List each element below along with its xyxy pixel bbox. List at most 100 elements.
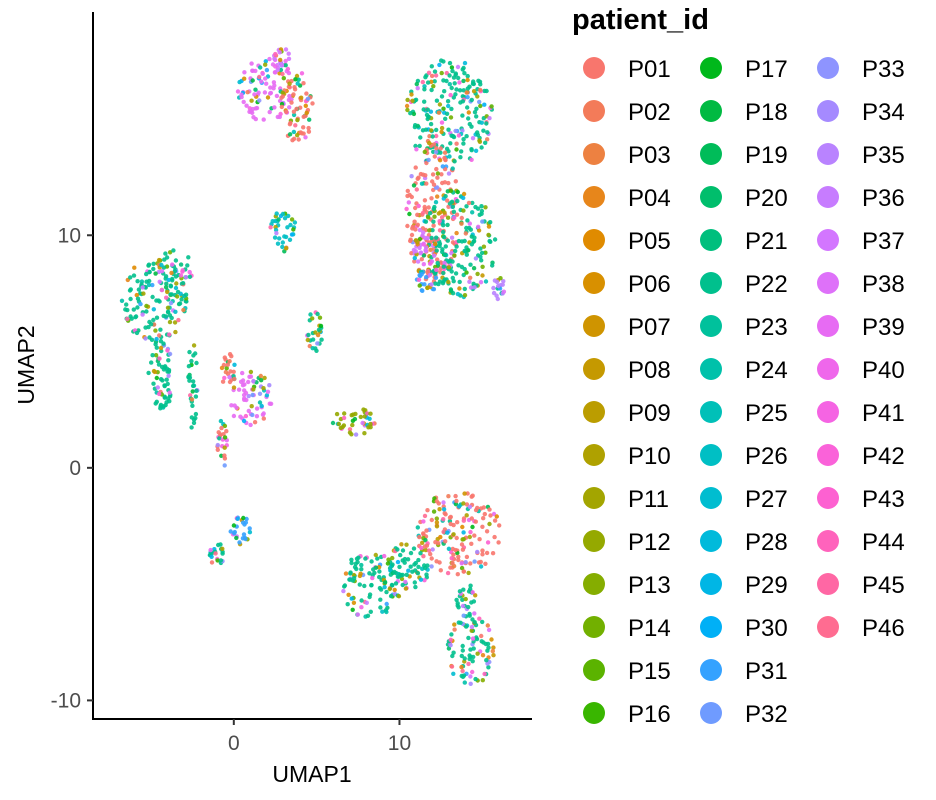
cell-point <box>454 535 459 541</box>
cell-point <box>441 264 446 269</box>
cell-cluster <box>228 515 253 547</box>
cell-point <box>250 412 255 418</box>
cell-point <box>275 241 281 246</box>
cell-point <box>163 251 168 256</box>
cell-point <box>280 71 285 77</box>
cell-point <box>433 73 439 78</box>
legend-item: P37 <box>817 228 905 255</box>
cell-point <box>426 215 431 220</box>
cell-point <box>243 390 249 396</box>
cell-point <box>432 253 437 258</box>
cell-point <box>439 215 445 220</box>
cell-point <box>249 98 254 103</box>
cell-point <box>449 65 455 70</box>
legend-label: P03 <box>628 142 671 169</box>
cell-point <box>434 98 440 103</box>
legend-key <box>817 229 839 251</box>
cell-point <box>253 68 258 74</box>
cell-point <box>501 289 507 294</box>
legend-key <box>700 358 722 380</box>
cell-point <box>458 155 463 160</box>
cell-point <box>168 292 173 297</box>
cell-point <box>299 71 305 76</box>
cell-point <box>447 73 452 78</box>
cell-point <box>168 283 173 288</box>
legend-key <box>583 573 605 595</box>
cell-point <box>296 77 301 82</box>
cell-point <box>453 71 458 76</box>
cell-point <box>217 436 222 441</box>
cell-point <box>459 149 464 154</box>
cell-point <box>258 373 263 379</box>
cell-point <box>434 133 439 139</box>
legend-label: P28 <box>745 529 788 556</box>
cell-point <box>469 157 474 162</box>
cell-point <box>431 142 437 147</box>
cell-point <box>500 282 505 287</box>
cell-point <box>439 172 444 177</box>
cell-point <box>449 199 455 204</box>
cell-point <box>460 113 465 118</box>
cell-point <box>384 609 389 615</box>
cell-point <box>395 547 400 552</box>
cell-point <box>171 248 176 253</box>
cell-point <box>154 315 160 320</box>
cell-point <box>384 589 389 595</box>
cell-point <box>461 518 466 523</box>
cell-point <box>468 227 473 232</box>
cell-point <box>469 541 474 546</box>
cell-point <box>241 532 247 537</box>
cell-point <box>417 283 422 288</box>
legend-item: P14 <box>583 615 671 642</box>
cell-point <box>144 271 149 277</box>
cell-point <box>367 571 372 576</box>
cell-point <box>437 228 443 233</box>
cell-point <box>224 366 229 371</box>
legend-item: P12 <box>583 529 671 556</box>
cell-point <box>161 341 166 346</box>
cell-point <box>442 150 448 155</box>
legend-label: P12 <box>628 529 671 556</box>
cell-point <box>167 250 173 255</box>
cell-point <box>462 680 467 685</box>
cell-point <box>136 287 142 292</box>
cell-point <box>151 381 156 386</box>
cell-point <box>439 125 445 131</box>
cell-point <box>429 64 434 69</box>
cell-point <box>170 262 175 267</box>
cell-point <box>485 130 490 135</box>
cell-point <box>371 567 376 572</box>
cell-point <box>252 92 257 97</box>
cell-point <box>475 651 480 656</box>
cell-point <box>456 557 461 563</box>
cell-point <box>194 360 199 366</box>
cell-point <box>149 360 154 365</box>
cell-point <box>443 252 448 258</box>
cell-point <box>435 540 441 546</box>
cell-point <box>453 502 459 507</box>
cell-point <box>470 136 476 141</box>
cell-point <box>231 385 237 390</box>
cell-point <box>501 279 506 284</box>
cell-point <box>241 99 246 105</box>
cell-point <box>280 94 285 99</box>
cell-point <box>186 255 191 260</box>
legend-item: P42 <box>817 443 905 470</box>
cell-point <box>251 115 256 120</box>
cell-point <box>468 674 473 679</box>
cell-point <box>227 359 232 364</box>
cell-point <box>464 252 469 257</box>
cell-point <box>441 106 446 111</box>
cell-point <box>452 81 457 86</box>
cell-point <box>287 105 292 110</box>
cell-point <box>423 538 428 543</box>
cell-point <box>150 294 155 300</box>
cell-point <box>227 375 232 380</box>
cell-point <box>185 263 190 268</box>
legend-key <box>700 444 722 466</box>
legend-item: P01 <box>583 56 671 83</box>
cell-point <box>409 92 414 97</box>
cell-point <box>275 67 280 73</box>
cell-point <box>470 590 475 595</box>
cell-point <box>359 567 364 572</box>
